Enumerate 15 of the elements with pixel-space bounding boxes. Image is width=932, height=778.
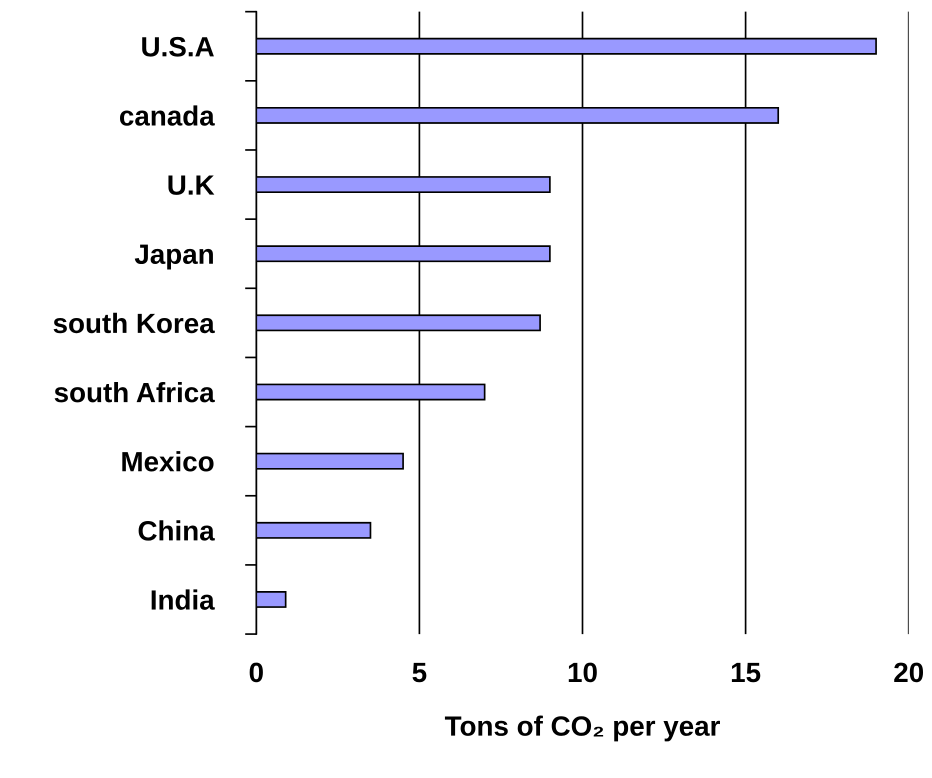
- x-axis-title: Tons of CO₂ per year: [444, 716, 720, 742]
- y-tick-label: south Africa: [54, 382, 215, 402]
- x-tick-label: 15: [732, 662, 760, 682]
- y-tick-label: Japan: [134, 244, 213, 270]
- x-tick-label: 0: [250, 662, 263, 682]
- x-tick-label: 20: [894, 662, 924, 682]
- y-tick-label: canada: [120, 105, 215, 126]
- y-tick-label: Mexico: [122, 451, 214, 472]
- y-tick-label: India: [152, 589, 215, 610]
- y-tick-label: U.K: [168, 176, 214, 195]
- x-tick-label: 5: [412, 662, 426, 682]
- y-tick-label: China: [138, 520, 215, 541]
- y-tick-label: south Korea: [54, 312, 215, 334]
- y-tick-label: U.S.A: [142, 36, 214, 57]
- x-tick-label: 10: [568, 662, 597, 682]
